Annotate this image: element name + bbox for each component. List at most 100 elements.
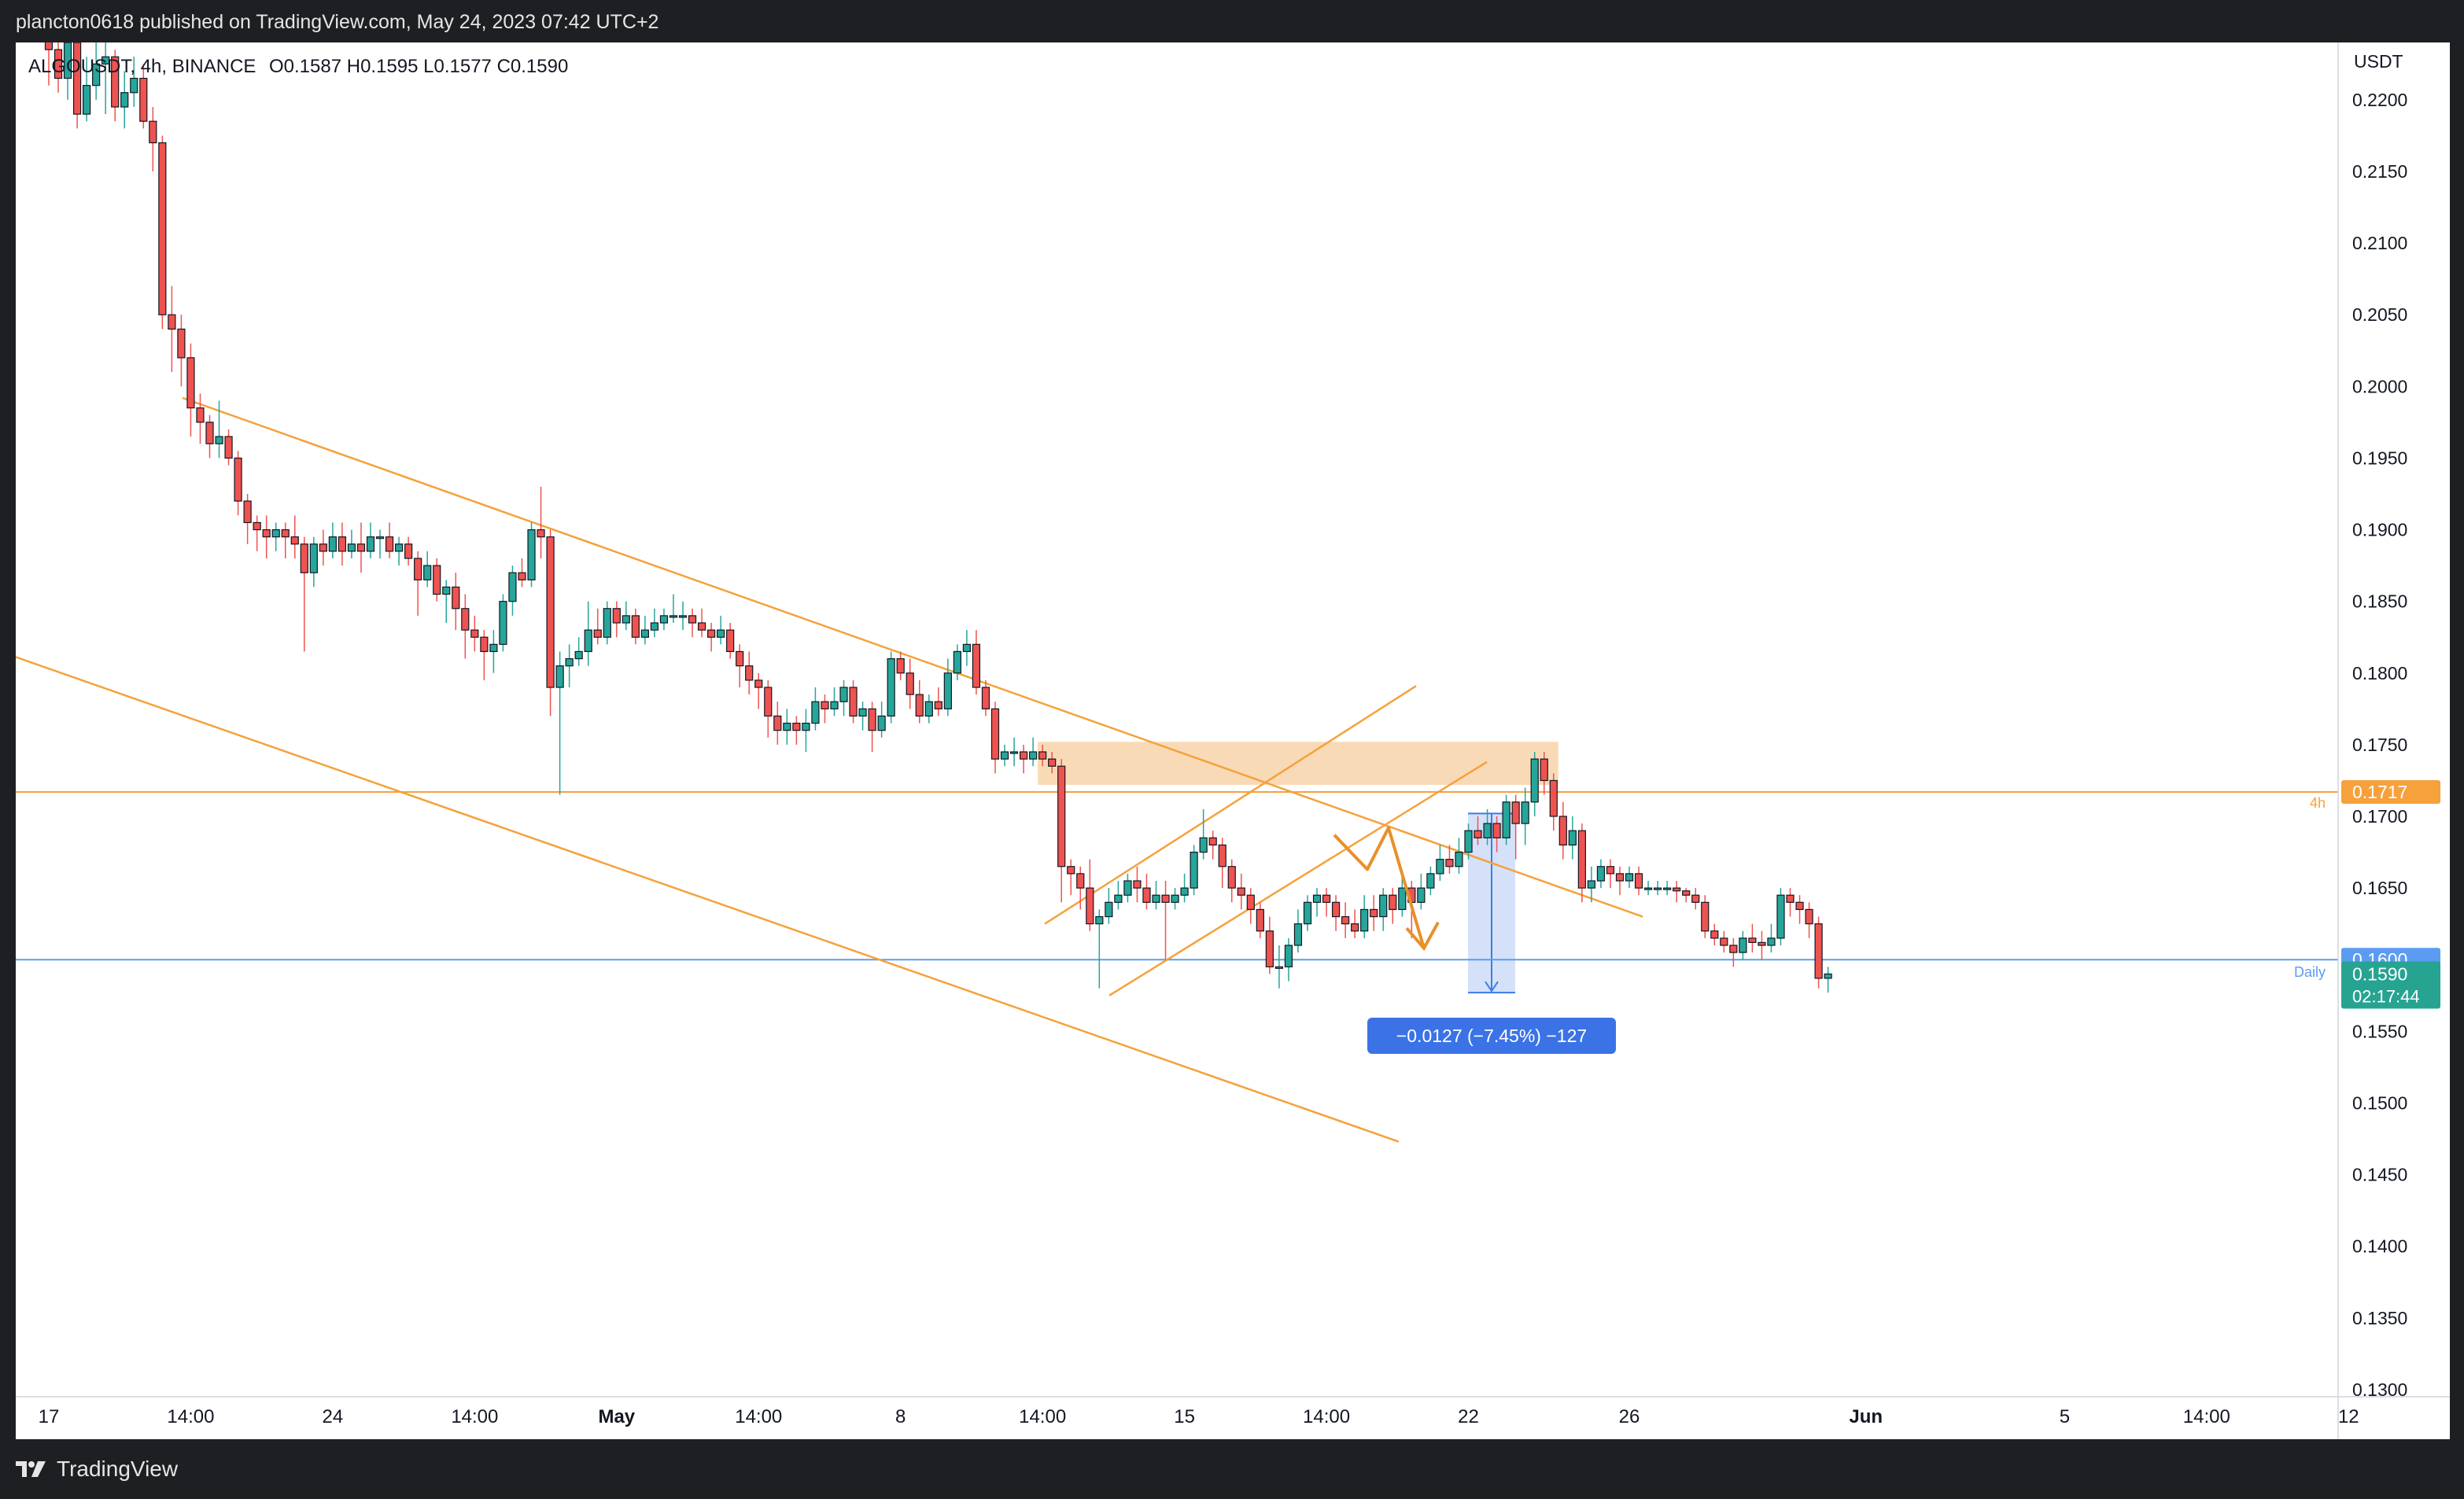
candle-body	[1568, 830, 1577, 846]
candle-body	[1237, 887, 1245, 896]
candle-body	[72, 42, 82, 115]
candle-body	[1663, 887, 1672, 890]
candle-body	[385, 536, 394, 552]
candle-body	[1029, 751, 1038, 760]
candle-body	[990, 708, 1000, 760]
candle	[527, 522, 536, 587]
price-tag-last-text: 0.1590	[2352, 963, 2407, 984]
candle	[1370, 895, 1378, 931]
candle	[414, 551, 422, 616]
candle	[1511, 794, 1520, 860]
candle-body	[688, 615, 697, 624]
candle	[1492, 816, 1501, 853]
candle-body	[811, 701, 820, 724]
brand-text: TradingView	[57, 1457, 179, 1481]
candle-body	[754, 680, 763, 688]
brand[interactable]: TradingView	[14, 1457, 178, 1482]
candle-body	[1417, 887, 1426, 903]
candle-body	[1208, 837, 1217, 846]
candle-body	[1502, 801, 1510, 838]
chart-panel[interactable]: 4h Daily −0.0127 (−7.45%) −127 USDT 0.2200…	[16, 42, 2450, 1439]
candle	[1805, 902, 1813, 938]
candle	[1758, 930, 1766, 960]
candle	[726, 623, 735, 659]
y-tick-label: 0.1550	[2352, 1021, 2407, 1041]
candle-body	[1483, 823, 1492, 838]
candle-body	[83, 85, 91, 115]
measure-arrow-head	[1485, 981, 1499, 993]
candle-body	[546, 536, 555, 688]
candle-body	[1786, 894, 1795, 903]
candle	[1795, 895, 1804, 924]
candle	[650, 608, 659, 638]
candle	[1227, 859, 1236, 903]
candle-body	[149, 120, 157, 144]
candle-body	[584, 629, 592, 653]
candle-body	[404, 543, 413, 559]
candle-body	[1464, 830, 1473, 853]
candle-body	[395, 543, 404, 552]
candle-body	[1341, 915, 1350, 925]
candle	[1284, 937, 1293, 982]
candle	[1133, 866, 1142, 903]
x-tick-label: May	[598, 1406, 635, 1427]
y-tick-label: 0.1300	[2352, 1379, 2407, 1400]
y-tick-label: 0.1950	[2352, 447, 2407, 468]
candle-body	[896, 657, 905, 674]
candle	[1739, 930, 1747, 960]
candle-body	[433, 565, 441, 595]
candle-body	[1474, 830, 1482, 838]
candle	[262, 515, 271, 558]
candle	[972, 630, 981, 695]
candle	[1634, 866, 1643, 896]
candle-body	[745, 665, 754, 681]
candle	[1114, 881, 1123, 910]
x-tick-label: 26	[1619, 1406, 1640, 1427]
candle	[139, 64, 148, 129]
candle-body	[1673, 887, 1681, 892]
candle-body	[1606, 866, 1615, 875]
candle-body	[1161, 894, 1170, 903]
candle	[612, 601, 621, 638]
candle-body	[1190, 851, 1198, 889]
x-tick-label: 14:00	[2183, 1406, 2230, 1427]
candle	[1568, 816, 1577, 860]
candle	[1208, 831, 1217, 860]
candle-body	[1729, 945, 1738, 953]
candle-body	[253, 521, 261, 531]
candle-body	[290, 536, 299, 545]
candle	[565, 644, 574, 687]
candle	[1086, 859, 1094, 931]
candle	[423, 551, 432, 587]
candle	[101, 42, 110, 115]
candle	[1814, 916, 1823, 989]
candle-body	[319, 543, 327, 552]
measure-label[interactable]: −0.0127 (−7.45%) −127	[1367, 1018, 1616, 1054]
candle	[1748, 923, 1757, 953]
candle-body	[1152, 894, 1160, 903]
candle-body	[1076, 873, 1085, 889]
candle	[1549, 773, 1558, 831]
candle	[764, 680, 773, 738]
tradingview-logo-icon	[16, 1461, 46, 1477]
legend-symbol: ALGOUSDT, 4h, BINANCE	[28, 56, 256, 77]
candle-body	[1691, 894, 1700, 903]
candle	[1067, 859, 1075, 896]
candle	[1673, 881, 1681, 903]
candle	[593, 608, 602, 645]
candle	[896, 651, 905, 680]
candle	[1048, 752, 1057, 774]
price-tag-4h: 0.1717	[2341, 780, 2440, 805]
candle-body	[508, 572, 517, 602]
candle-body	[1312, 894, 1322, 903]
candle	[688, 608, 697, 638]
candle	[461, 594, 470, 659]
candle-body	[678, 615, 688, 618]
candle-body	[44, 42, 53, 50]
candle	[773, 702, 782, 745]
candle	[1256, 902, 1264, 938]
candle-body	[953, 650, 961, 674]
x-tick-label: 24	[323, 1406, 344, 1427]
price-chart[interactable]: 4h Daily −0.0127 (−7.45%) −127 USDT 0.2200…	[16, 42, 2450, 1439]
candle-body	[537, 529, 545, 538]
